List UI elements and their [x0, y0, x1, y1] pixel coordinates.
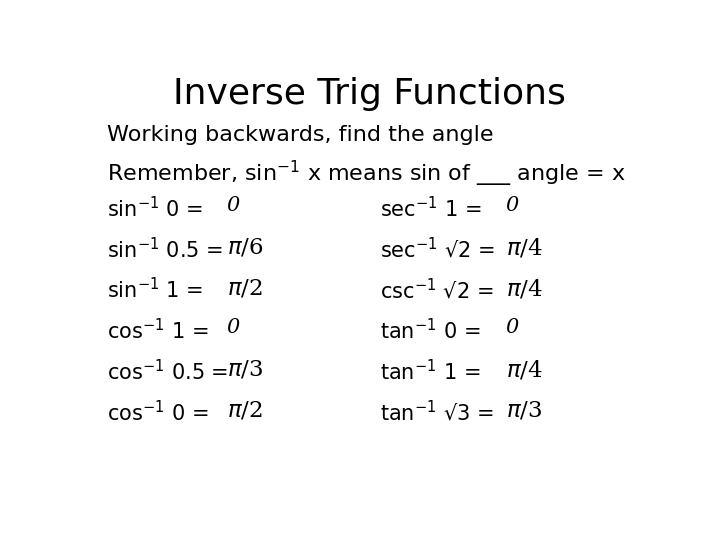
Text: 0: 0	[227, 196, 240, 215]
Text: sec$^{-1}$ 1 =: sec$^{-1}$ 1 =	[380, 196, 484, 221]
Text: cos$^{-1}$ 0.5 =: cos$^{-1}$ 0.5 =	[107, 359, 230, 384]
Text: sin$^{-1}$ 0.5 =: sin$^{-1}$ 0.5 =	[107, 237, 225, 262]
Text: 0: 0	[227, 318, 240, 337]
Text: sin$^{-1}$ 1 =: sin$^{-1}$ 1 =	[107, 277, 205, 302]
Text: $\it{\pi}$/3: $\it{\pi}$/3	[227, 359, 263, 381]
Text: $\it{\pi}$/4: $\it{\pi}$/4	[505, 237, 543, 260]
Text: 0: 0	[505, 318, 519, 337]
Text: sec$^{-1}$ √2 =: sec$^{-1}$ √2 =	[380, 237, 497, 262]
Text: tan$^{-1}$ 0 =: tan$^{-1}$ 0 =	[380, 318, 483, 343]
Text: Working backwards, find the angle: Working backwards, find the angle	[107, 125, 493, 145]
Text: cos$^{-1}$ 0 =: cos$^{-1}$ 0 =	[107, 400, 210, 425]
Text: 0: 0	[505, 196, 519, 215]
Text: $\it{\pi}$/2: $\it{\pi}$/2	[227, 277, 263, 299]
Text: csc$^{-1}$ √2 =: csc$^{-1}$ √2 =	[380, 277, 495, 302]
Text: cos$^{-1}$ 1 =: cos$^{-1}$ 1 =	[107, 318, 210, 343]
Text: tan$^{-1}$ √3 =: tan$^{-1}$ √3 =	[380, 400, 496, 424]
Text: $\it{\pi}$/6: $\it{\pi}$/6	[227, 237, 264, 259]
Text: Inverse Trig Functions: Inverse Trig Functions	[173, 77, 565, 111]
Text: tan$^{-1}$ 1 =: tan$^{-1}$ 1 =	[380, 359, 483, 384]
Text: $\it{\pi}$/3: $\it{\pi}$/3	[505, 400, 542, 422]
Text: $\it{\pi}$/2: $\it{\pi}$/2	[227, 400, 263, 422]
Text: sin$^{-1}$ 0 =: sin$^{-1}$ 0 =	[107, 196, 205, 221]
Text: Remember, sin$^{-1}$ x means sin of ___ angle = x: Remember, sin$^{-1}$ x means sin of ___ …	[107, 158, 626, 188]
Text: $\it{\pi}$/4: $\it{\pi}$/4	[505, 359, 543, 382]
Text: $\it{\pi}$/4: $\it{\pi}$/4	[505, 277, 543, 300]
